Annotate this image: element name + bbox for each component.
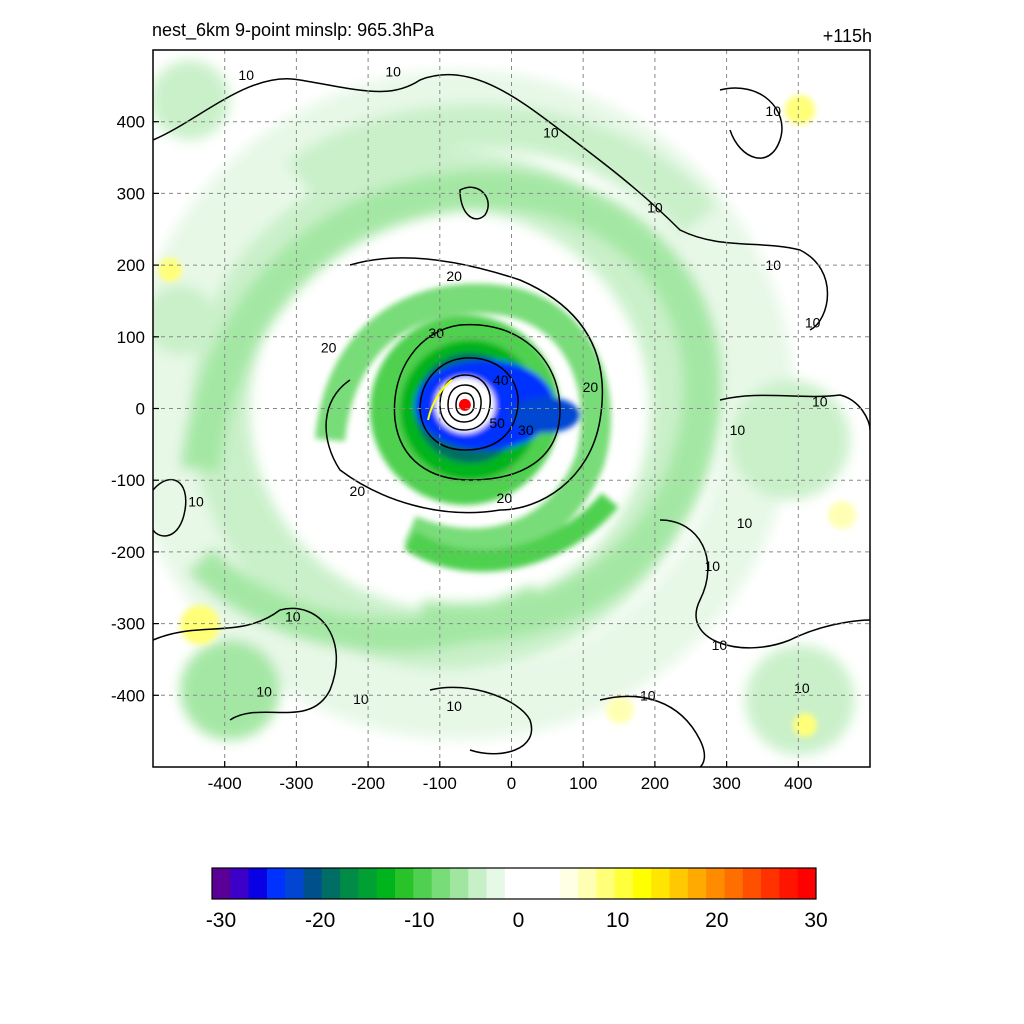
contour-label: 50: [489, 415, 505, 431]
colorbar-swatch: [559, 868, 579, 899]
x-tick-label: -400: [208, 774, 242, 793]
contour-label: 10: [737, 515, 753, 531]
contour-label: 10: [794, 680, 810, 696]
contour-label: 10: [812, 393, 828, 409]
contour-label: 10: [805, 314, 821, 330]
colorbar-swatch: [376, 868, 396, 899]
x-tick-label: -200: [351, 774, 385, 793]
y-tick-label: 100: [117, 328, 145, 347]
contour-label: 10: [446, 698, 462, 714]
y-tick-label: 300: [117, 184, 145, 203]
colorbar-tick-label: -30: [206, 909, 236, 932]
heatmap-field: 10 10 10 10 10 10 10 10 10 10 10 10 10 10 10 10 10 10 10 20…: [153, 50, 870, 767]
colorbar-swatch: [614, 868, 634, 899]
y-tick-label: -200: [111, 543, 145, 562]
colorbar-swatch: [212, 868, 231, 899]
contour-label: 10: [543, 124, 559, 140]
colorbar-swatch: [632, 868, 652, 899]
colorbar-frame: [211, 867, 817, 900]
colorbar-tick-label: 20: [705, 909, 728, 932]
colorbar-swatch: [358, 868, 378, 899]
contour-label: 30: [518, 422, 534, 438]
colorbar-swatch: [724, 868, 744, 899]
colorbar-swatch: [651, 868, 671, 899]
colorbar-swatch: [395, 868, 414, 899]
contour-label: 10: [238, 67, 254, 83]
forecast-hour-label: +115h: [822, 26, 872, 46]
contour-label: 10: [285, 608, 301, 624]
colorbar-swatch: [541, 868, 561, 899]
x-tick-label: 300: [712, 774, 740, 793]
colorbar-swatch: [596, 868, 616, 899]
contour-label: 10: [385, 64, 401, 80]
x-tick-label: 400: [784, 774, 812, 793]
contour-label: 10: [704, 558, 720, 574]
contour-label: 10: [353, 691, 369, 707]
y-tick-label: 400: [117, 113, 145, 132]
contour-label: 10: [647, 200, 663, 216]
x-tick-label: 100: [569, 774, 597, 793]
colorbar-swatch: [669, 868, 689, 899]
colorbar-swatch: [578, 868, 597, 899]
contour-label: 20: [446, 268, 462, 284]
contour-label: 10: [765, 103, 781, 119]
colorbar-swatch: [248, 868, 268, 899]
colorbar-tick-label: 0: [513, 909, 525, 932]
contour-label: 10: [256, 684, 272, 700]
y-tick-label: -400: [111, 686, 145, 705]
contour-label: 20: [350, 483, 366, 499]
contour-label: 10: [765, 257, 781, 273]
colorbar-swatch: [340, 868, 359, 899]
colorbar-tick-label: -20: [305, 909, 335, 932]
x-tick-label: -100: [423, 774, 457, 793]
contour-label: 10: [712, 637, 728, 653]
contour-label: 20: [497, 490, 513, 506]
colorbar-swatch: [523, 868, 542, 899]
colorbar-swatch: [230, 868, 250, 899]
colorbar-swatch: [779, 868, 799, 899]
colorbar: [211, 867, 817, 900]
colorbar-swatch: [504, 868, 524, 899]
colorbar-swatch: [797, 868, 817, 899]
colorbar-swatch: [706, 868, 725, 899]
x-tick-label: -300: [279, 774, 313, 793]
y-tick-label: -300: [111, 615, 145, 634]
colorbar-tick-label: 30: [804, 909, 827, 932]
colorbar-tick-label: 10: [606, 909, 629, 932]
colorbar-swatch: [468, 868, 488, 899]
colorbar-tick-label: -10: [404, 909, 434, 932]
colorbar-swatch: [303, 868, 323, 899]
y-tick-label: -100: [111, 471, 145, 490]
contour-label: 30: [428, 325, 444, 341]
chart-title: nest_6km 9-point minslp: 965.3hPa: [152, 20, 435, 40]
contour-label: 10: [188, 494, 204, 510]
contour-label: 40: [493, 372, 509, 388]
y-tick-label: 200: [117, 256, 145, 275]
colorbar-swatch: [413, 868, 433, 899]
contour-label: 10: [640, 687, 656, 703]
colorbar-swatch: [761, 868, 780, 899]
colorbar-swatch: [687, 868, 707, 899]
colorbar-swatch: [285, 868, 305, 899]
colorbar-swatch: [742, 868, 762, 899]
y-tick-label: 0: [136, 400, 145, 419]
colorbar-swatch: [321, 868, 341, 899]
contour-label: 20: [321, 340, 337, 356]
contour-label: 20: [583, 379, 599, 395]
x-tick-label: 0: [507, 774, 516, 793]
x-tick-label: 200: [641, 774, 669, 793]
storm-center-marker: [458, 398, 471, 411]
colorbar-swatch: [449, 868, 469, 899]
colorbar-swatch: [486, 868, 506, 899]
contour-label: 10: [730, 422, 746, 438]
colorbar-swatch: [431, 868, 451, 899]
colorbar-swatch: [266, 868, 286, 899]
